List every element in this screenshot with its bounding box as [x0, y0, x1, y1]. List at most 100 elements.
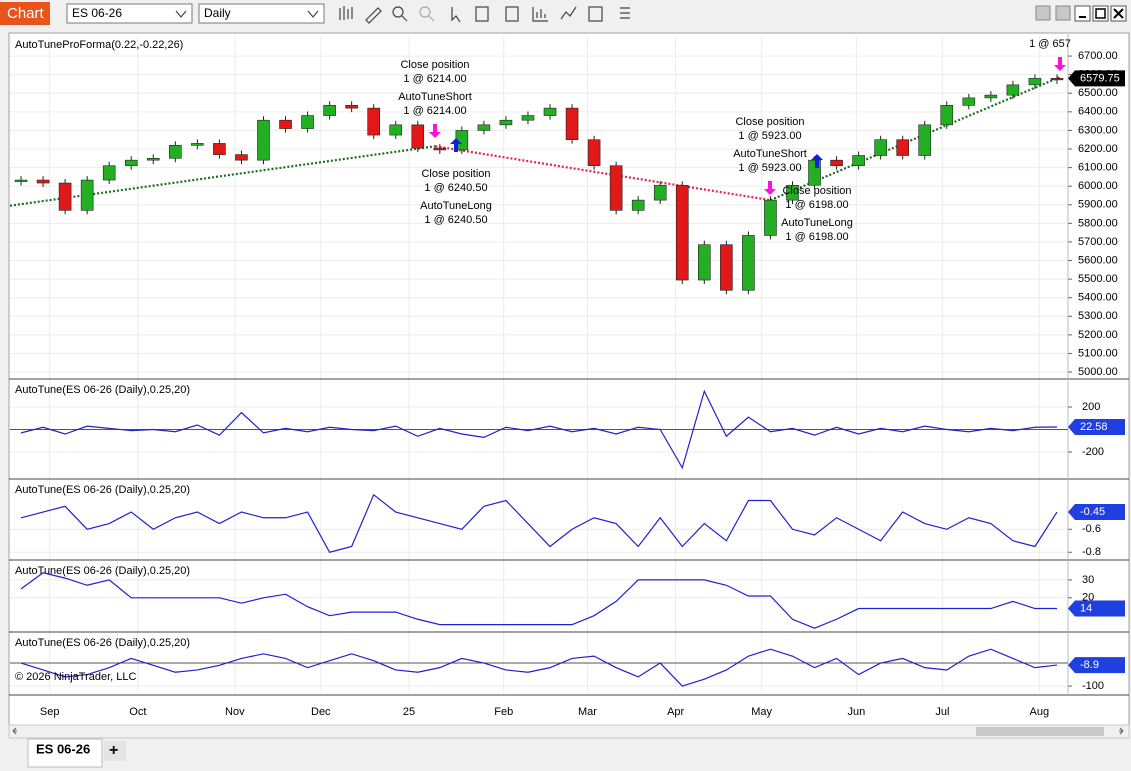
candle — [984, 94, 998, 99]
candle — [675, 184, 689, 281]
app-label: Chart — [7, 5, 45, 22]
add-tab-button[interactable] — [104, 741, 126, 761]
x-tick-label: Jul — [935, 706, 949, 718]
panel-title: AutoTune(ES 06-26 (Daily),0.25,20) — [15, 484, 190, 496]
candle — [345, 105, 358, 109]
last-value-box — [1068, 600, 1125, 617]
candle — [124, 159, 138, 167]
scroll-thumb[interactable] — [976, 727, 1104, 736]
scrollbar[interactable] — [8, 724, 1130, 739]
candle — [720, 244, 733, 291]
y-tick-label: -100 — [1082, 680, 1104, 692]
scroll-arrows — [12, 727, 1124, 735]
y-tick-label: 200 — [1082, 401, 1100, 413]
annotation: 1 @ 6240.50 — [424, 214, 487, 226]
candle — [477, 124, 491, 131]
last-value-box — [1068, 657, 1125, 674]
panel-title: AutoTuneProForma(0.22,-0.22,26) — [15, 39, 183, 51]
annotation: Close position — [782, 185, 851, 197]
annotation: 1 @ 6198.00 — [785, 231, 848, 243]
candle — [1028, 78, 1042, 86]
x-tick-label: Dec — [311, 706, 331, 718]
copyright: © 2026 NinjaTrader, LLC — [15, 671, 136, 683]
y-tick-label: 6700.00 — [1078, 50, 1118, 62]
x-tick-label: Jun — [848, 706, 866, 718]
candle — [301, 115, 314, 129]
candle — [257, 119, 270, 161]
annotation: 1 @ 6198.00 — [785, 199, 848, 211]
y-tick-label: 5600.00 — [1078, 254, 1118, 266]
panel-title: AutoTune(ES 06-26 (Daily),0.25,20) — [15, 565, 190, 577]
minimize-button[interactable] — [1074, 5, 1091, 22]
candle — [169, 144, 182, 159]
y-tick-label: 6200.00 — [1078, 143, 1118, 155]
interval-select[interactable] — [198, 3, 325, 24]
close-icon — [1113, 8, 1124, 19]
trade-arrow — [764, 181, 776, 195]
last-value-box — [1068, 504, 1125, 521]
y-tick-label: 5500.00 — [1078, 273, 1118, 285]
panel-title: AutoTune(ES 06-26 (Daily),0.25,20) — [15, 637, 190, 649]
candle — [874, 139, 887, 156]
y-tick-label: 6500.00 — [1078, 87, 1118, 99]
candle — [191, 143, 204, 146]
candle — [323, 105, 336, 116]
trade-arrow — [429, 124, 441, 138]
interval-text: Daily — [204, 6, 231, 20]
maximize-icon — [1095, 8, 1106, 19]
panel-title: AutoTune(ES 06-26 (Daily),0.25,20) — [15, 384, 190, 396]
candle — [543, 107, 557, 116]
last-value-label: 14 — [1080, 602, 1092, 614]
candle — [698, 244, 711, 281]
candle — [1006, 84, 1020, 96]
candle — [940, 105, 954, 126]
candle — [786, 184, 799, 201]
last-value-label: 6579.75 — [1080, 72, 1120, 84]
annotation: AutoTuneShort — [733, 148, 807, 160]
y-tick-label: 5700.00 — [1078, 236, 1118, 248]
x-tick-label: 25 — [403, 706, 415, 718]
window-button[interactable] — [1055, 5, 1071, 21]
candle — [830, 159, 843, 167]
indicator-line — [20, 493, 1058, 553]
candle — [631, 199, 645, 211]
x-tick-label: Aug — [1030, 706, 1050, 718]
annotation: Close position — [400, 59, 469, 71]
y-tick-label: -200 — [1082, 446, 1104, 458]
tab[interactable] — [27, 738, 103, 768]
candle — [587, 139, 601, 167]
y-tick-label: 6400.00 — [1078, 106, 1118, 118]
candle — [146, 158, 160, 161]
trade-arrow — [450, 138, 462, 152]
annotation: 1 @ 6214.00 — [403, 73, 466, 85]
y-tick-label: 5400.00 — [1078, 292, 1118, 304]
y-tick-label: -0.6 — [1082, 523, 1101, 535]
candle — [80, 179, 94, 211]
toolbar-icons[interactable] — [339, 6, 630, 24]
x-tick-label: Sep — [40, 706, 60, 718]
instrument-select[interactable] — [66, 3, 193, 24]
y-tick-label: 6300.00 — [1078, 124, 1118, 136]
y-tick-label: 5100.00 — [1078, 347, 1118, 359]
candle — [213, 143, 226, 155]
x-tick-label: May — [751, 706, 772, 718]
indicator-line — [20, 648, 1058, 687]
trade-arrow — [811, 154, 823, 168]
candle — [609, 165, 623, 211]
app-label-box — [0, 2, 50, 25]
candle — [962, 97, 976, 106]
annotation: 1 @ 6214.00 — [403, 105, 466, 117]
last-value-label: -8.9 — [1080, 659, 1099, 671]
indicator-line — [20, 389, 1057, 470]
trend-line — [9, 145, 436, 207]
annotation: 1 @ 6240.50 — [424, 182, 487, 194]
indicator-line — [20, 572, 1057, 629]
candle — [896, 139, 909, 156]
candle — [389, 124, 403, 136]
y-tick-label: 6100.00 — [1078, 162, 1118, 174]
y-tick-label: -0.8 — [1082, 546, 1101, 558]
window-button[interactable] — [1035, 5, 1051, 21]
candle — [742, 235, 755, 291]
